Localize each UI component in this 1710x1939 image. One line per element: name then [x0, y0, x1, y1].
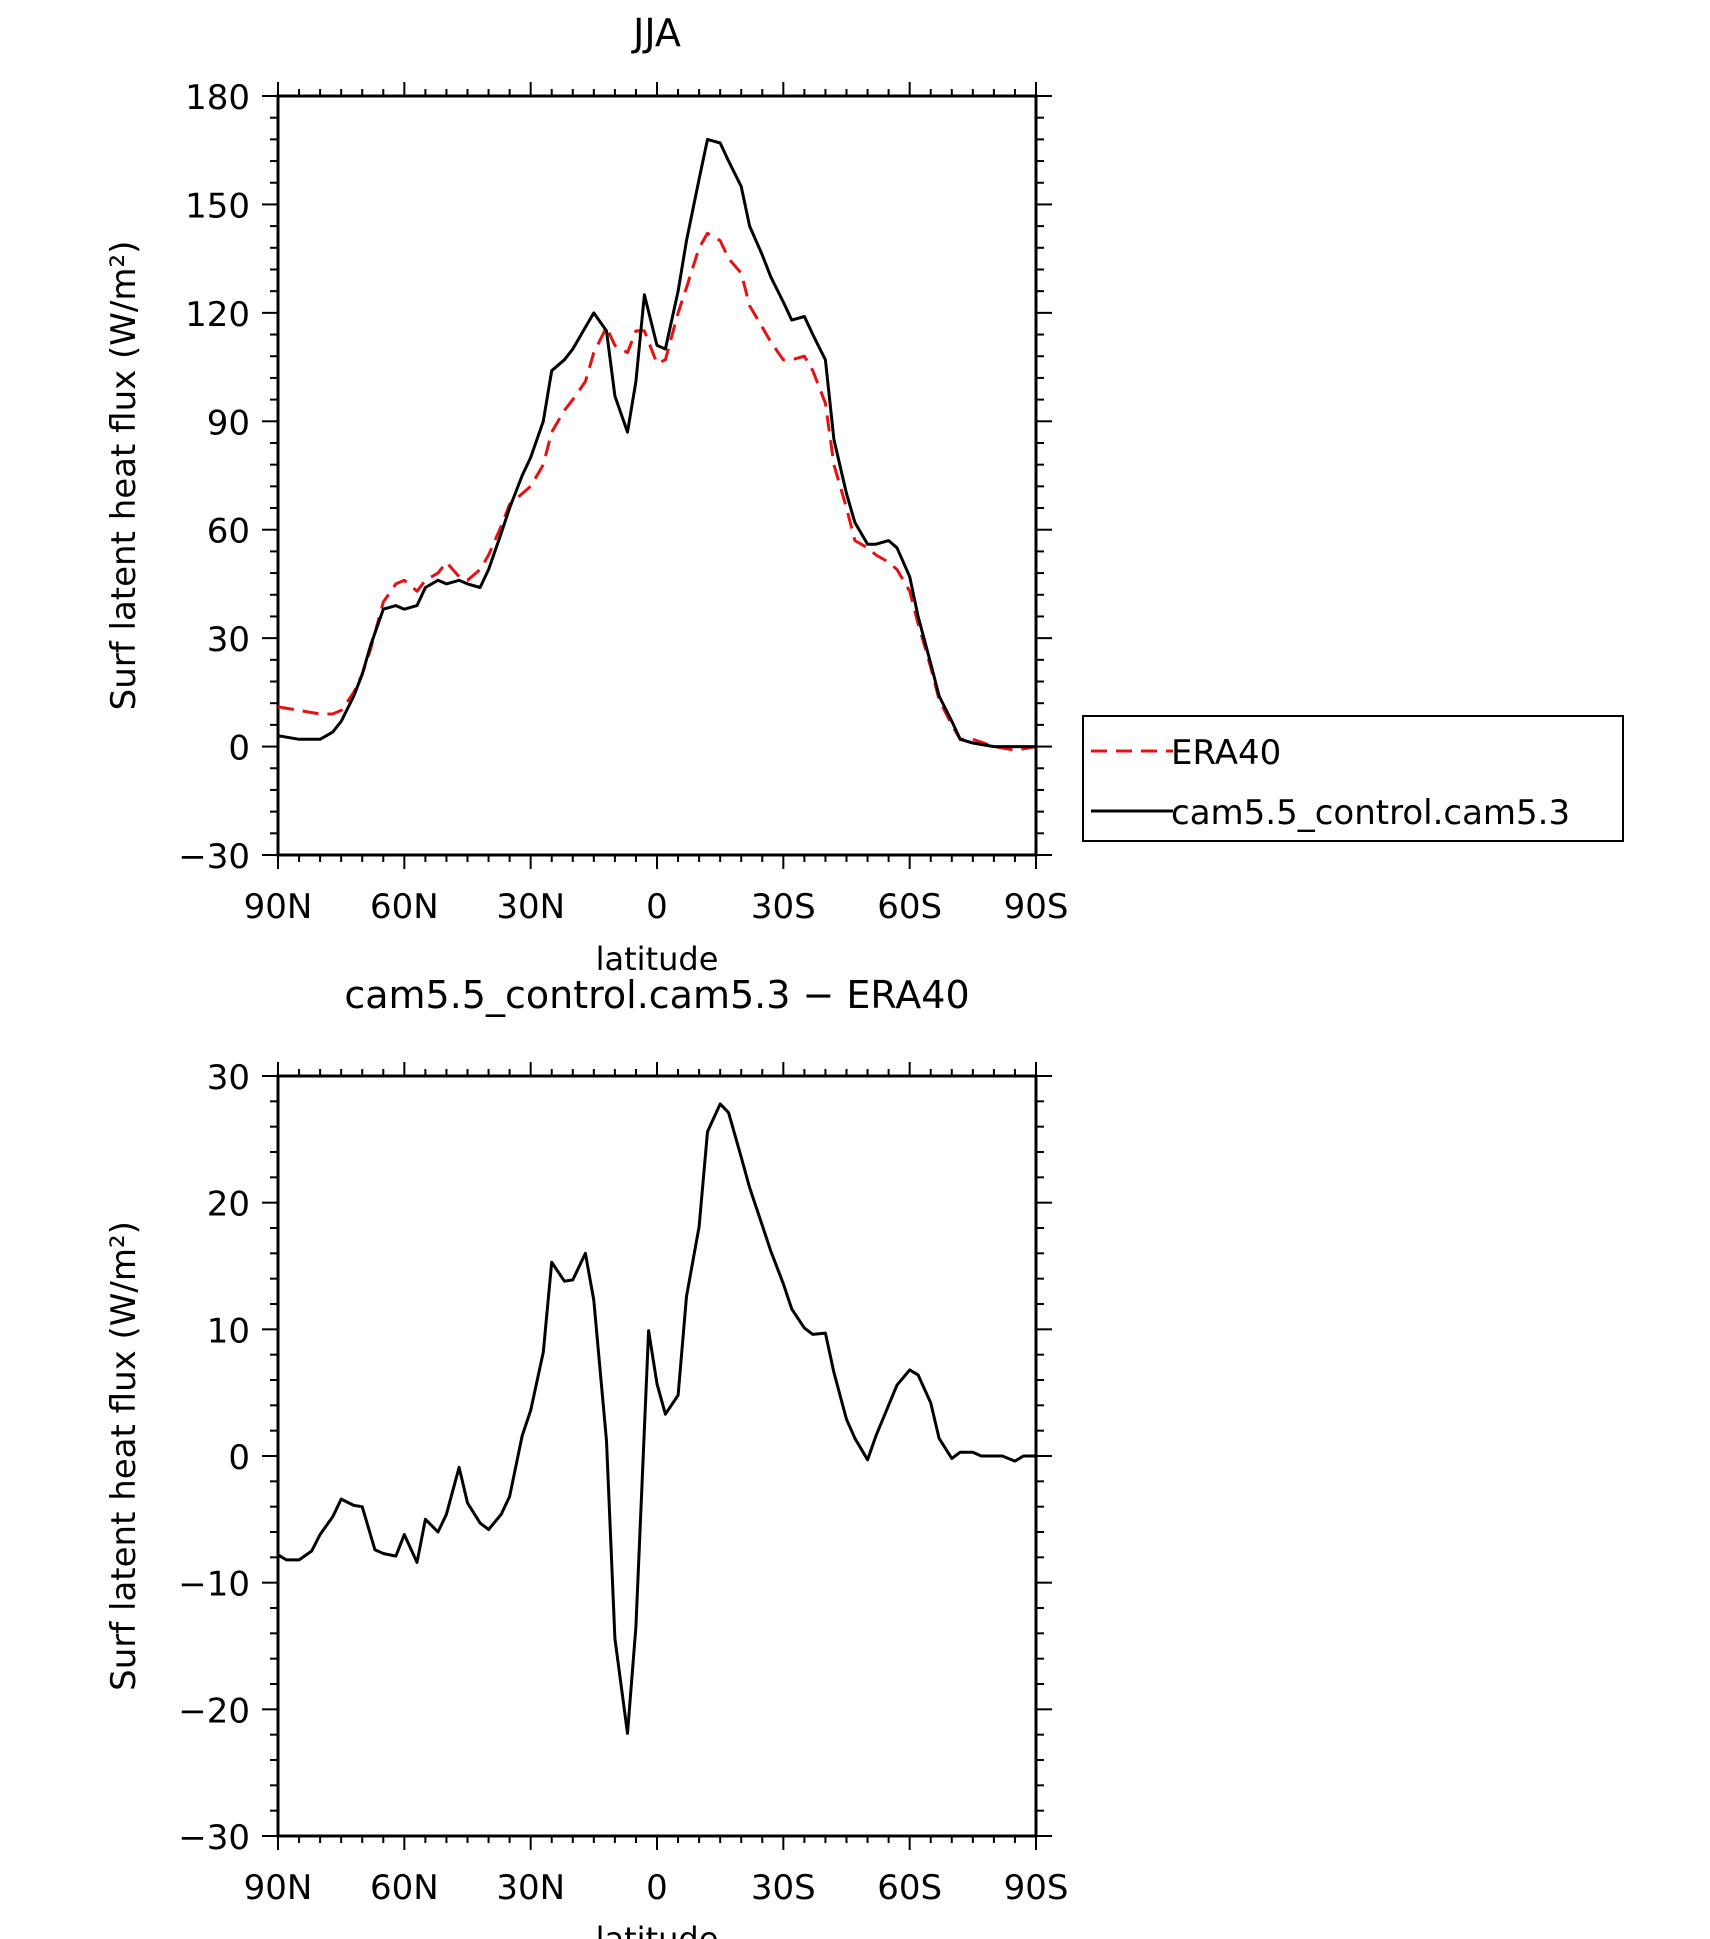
y-tick-label: 0 [228, 1438, 250, 1478]
y-tick-label: 90 [207, 403, 250, 443]
chart-panel-2: cam5.5_control.cam5.3 − ERA40 90N 60N 30N 0 3… [104, 973, 1068, 1939]
x-tick-label: 90S [1004, 1868, 1069, 1908]
y-tick-label: 60 [207, 512, 250, 552]
y-tick-label: −20 [178, 1691, 250, 1731]
x-tick-label: 0 [646, 887, 668, 927]
series-line-era40 [277, 231, 1037, 752]
y-tick-label: 30 [207, 1058, 250, 1098]
legend-box [1082, 715, 1624, 842]
y-tick-label: 20 [207, 1185, 250, 1225]
x-tick-label: 90N [244, 1868, 313, 1908]
x-tick-label: 30N [496, 887, 565, 927]
legend-label-1: ERA40 [1171, 733, 1281, 773]
x-axis-label: latitude [596, 940, 719, 978]
x-tick-label: 60N [370, 1868, 439, 1908]
x-axis-label: latitude [596, 1920, 719, 1939]
x-tick-label: 90S [1004, 887, 1069, 927]
x-tick-label: 60N [370, 887, 439, 927]
plot-frame [276, 94, 1038, 857]
chart-title: JJA [631, 11, 681, 55]
x-tick-label: 30N [496, 1868, 565, 1908]
x-tick-label: 30S [751, 887, 816, 927]
y-tick-label: 180 [185, 78, 250, 118]
series-line-cam5-5-control-cam5-3-era40 [277, 1102, 1036, 1735]
y-tick-label: 10 [207, 1311, 250, 1351]
x-tick-label: 0 [646, 1868, 668, 1908]
y-tick-label: 150 [185, 186, 250, 226]
legend: ERA40 cam5.5_control.cam5.3 [1082, 715, 1624, 842]
chart-panel-1: JJA 90N 60N 30N 0 30S 60S 90S −30 0 30 60 90 120 150 18… [104, 11, 1624, 978]
y-tick-label: 30 [207, 620, 250, 660]
y-tick-label: 0 [228, 729, 250, 769]
x-tick-label: 60S [877, 1868, 942, 1908]
y-tick-label: −10 [178, 1565, 250, 1605]
y-tick-label: −30 [178, 837, 250, 877]
y-tick-label: −30 [178, 1818, 250, 1858]
x-tick-label: 30S [751, 1868, 816, 1908]
legend-label-2: cam5.5_control.cam5.3 [1171, 793, 1570, 833]
x-tick-label: 60S [877, 887, 942, 927]
x-tick-label: 90N [244, 887, 313, 927]
y-axis-label: Surf latent heat flux (W/m²) [104, 241, 144, 711]
y-tick-label: 120 [185, 295, 250, 335]
plot-frame [276, 1074, 1038, 1838]
y-axis-label: Surf latent heat flux (W/m²) [104, 1221, 144, 1691]
series-line-cam5-5-control-cam5-3 [277, 137, 1036, 749]
chart-title: cam5.5_control.cam5.3 − ERA40 [344, 973, 969, 1017]
